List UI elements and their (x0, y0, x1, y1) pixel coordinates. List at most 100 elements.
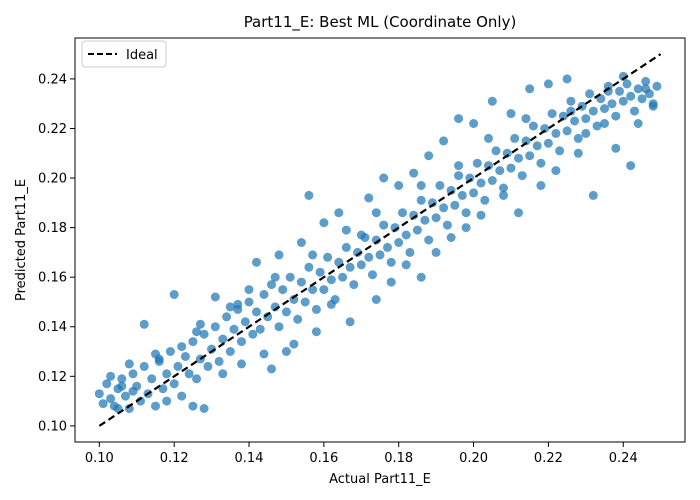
data-point (222, 312, 232, 322)
data-point (319, 218, 329, 228)
data-point (106, 371, 116, 381)
y-axis: 0.10 0.12 0.14 0.16 0.18 0.20 0.22 0.24 (38, 72, 75, 434)
data-point (274, 322, 284, 332)
data-point (401, 260, 411, 270)
data-point (98, 399, 108, 409)
data-point (383, 242, 392, 252)
data-point (416, 195, 426, 205)
ideal-line-group (98, 53, 662, 427)
data-point (177, 342, 187, 352)
data-point (169, 379, 179, 389)
data-point (308, 285, 318, 295)
data-point (267, 280, 276, 290)
data-point (244, 297, 254, 307)
data-point (394, 238, 404, 247)
data-point (633, 119, 643, 128)
data-point (229, 324, 239, 334)
data-point (461, 223, 471, 233)
data-point (581, 128, 591, 138)
data-point (499, 183, 508, 193)
data-point (371, 208, 381, 218)
data-point (386, 277, 396, 287)
data-point (240, 317, 250, 327)
data-point (514, 208, 523, 218)
data-point (420, 215, 430, 225)
data-point (648, 101, 658, 111)
data-point (184, 369, 194, 379)
data-point (431, 247, 441, 257)
data-point (525, 151, 535, 161)
data-point (439, 203, 449, 213)
data-point (611, 111, 621, 121)
data-point (543, 79, 553, 89)
data-point (255, 324, 265, 334)
data-point (237, 337, 246, 347)
data-point (203, 361, 213, 371)
data-point (461, 208, 471, 218)
data-point (521, 136, 531, 146)
x-tick-label: 0.16 (309, 451, 338, 466)
data-point (424, 151, 434, 161)
data-point (450, 200, 460, 210)
data-point (270, 272, 280, 282)
data-point (502, 148, 512, 158)
data-point (345, 317, 355, 327)
data-point (371, 295, 381, 304)
data-point (630, 106, 639, 116)
data-point (480, 195, 490, 205)
data-point (562, 126, 572, 136)
x-axis-label: Actual Part11_E (329, 472, 431, 487)
data-point (364, 193, 374, 203)
y-axis-label: Predicted Part11_E (14, 179, 29, 301)
data-point (528, 121, 538, 131)
data-point (446, 233, 456, 242)
data-point (558, 111, 568, 121)
data-point (311, 327, 321, 337)
data-point (102, 379, 112, 389)
data-point (248, 329, 258, 339)
data-point (293, 314, 303, 324)
data-point (334, 208, 344, 218)
y-tick-label: 0.18 (38, 221, 67, 236)
data-point (252, 307, 261, 317)
y-tick-label: 0.20 (38, 172, 67, 187)
data-point (308, 250, 318, 260)
data-point (495, 166, 505, 176)
data-point (487, 176, 497, 185)
data-point (154, 354, 164, 364)
data-point (416, 181, 426, 190)
data-point (652, 81, 662, 91)
data-point (326, 299, 336, 309)
data-point (435, 181, 445, 190)
data-point (106, 394, 116, 404)
data-point (585, 89, 595, 99)
data-point (94, 389, 104, 399)
data-point (641, 76, 651, 86)
data-point (566, 96, 576, 106)
data-point (195, 319, 205, 329)
data-point (626, 91, 636, 101)
data-point (454, 114, 464, 124)
data-point (304, 190, 314, 200)
data-point (162, 369, 172, 379)
data-point (476, 178, 486, 188)
data-point (454, 171, 464, 181)
data-point (199, 404, 209, 413)
data-point (188, 337, 198, 347)
data-point (510, 133, 520, 143)
data-point (117, 374, 127, 384)
data-point (412, 225, 422, 235)
x-tick-label: 0.14 (235, 451, 264, 466)
y-tick-label: 0.24 (38, 72, 67, 87)
data-point (285, 272, 295, 282)
data-point (573, 133, 583, 143)
data-point (637, 94, 647, 104)
data-point (237, 359, 246, 369)
data-point (469, 188, 479, 198)
data-point (356, 230, 366, 240)
data-point (225, 302, 235, 312)
data-point (128, 369, 138, 379)
data-point (540, 124, 550, 133)
data-point (600, 119, 609, 128)
data-point (386, 257, 396, 267)
